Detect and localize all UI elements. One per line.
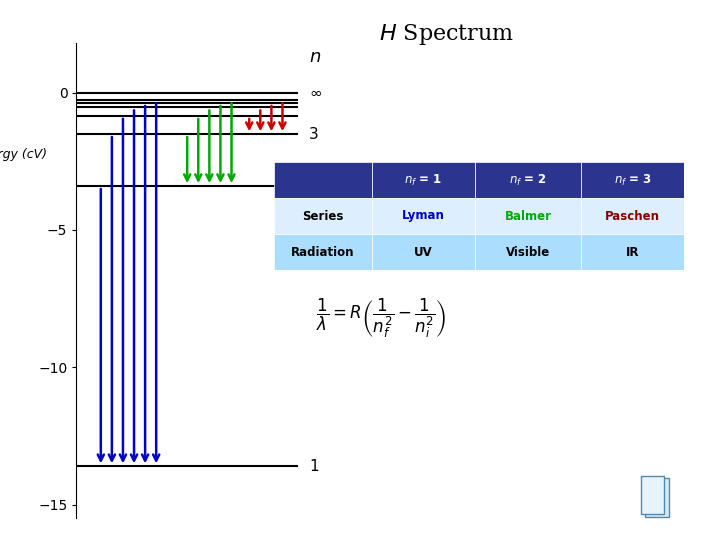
Bar [582, 198, 684, 234]
Text: $\it{H}$ Spectrum: $\it{H}$ Spectrum [379, 22, 514, 46]
Text: $\dfrac{1}{\lambda} = R\left(\dfrac{1}{n_f^2} - \dfrac{1}{n_i^2}\right)$: $\dfrac{1}{\lambda} = R\left(\dfrac{1}{n… [316, 297, 447, 340]
Bar [372, 234, 474, 270]
Text: $\mathbf{\it{n}_f}$ = 1: $\mathbf{\it{n}_f}$ = 1 [405, 172, 443, 187]
Text: IR: IR [626, 246, 639, 259]
Text: Lyman: Lyman [402, 210, 445, 222]
Text: Paschen: Paschen [606, 210, 660, 222]
Text: 3: 3 [309, 126, 319, 141]
Bar [474, 234, 582, 270]
Bar [474, 162, 582, 198]
Text: Radiation: Radiation [291, 246, 354, 259]
Text: 1: 1 [309, 458, 319, 474]
FancyBboxPatch shape [641, 476, 664, 514]
Bar [274, 234, 372, 270]
Text: $\mathbf{\it{n}_f}$ = 3: $\mathbf{\it{n}_f}$ = 3 [613, 172, 652, 187]
Bar [274, 198, 372, 234]
Text: $\mathbf{\it{n}_f}$ = 2: $\mathbf{\it{n}_f}$ = 2 [509, 172, 547, 187]
Bar [474, 198, 582, 234]
Bar [372, 198, 474, 234]
Bar [582, 162, 684, 198]
Bar [274, 162, 372, 198]
Text: 2: 2 [309, 179, 319, 193]
Text: Visible: Visible [506, 246, 550, 259]
Text: Series: Series [302, 210, 343, 222]
Text: Energy (cV): Energy (cV) [0, 148, 47, 161]
Text: UV: UV [414, 246, 433, 259]
Text: Balmer: Balmer [505, 210, 552, 222]
Bar [372, 162, 474, 198]
Text: $\infty$: $\infty$ [309, 85, 322, 100]
FancyBboxPatch shape [645, 478, 669, 517]
Bar [582, 234, 684, 270]
Text: $n$: $n$ [309, 48, 321, 66]
